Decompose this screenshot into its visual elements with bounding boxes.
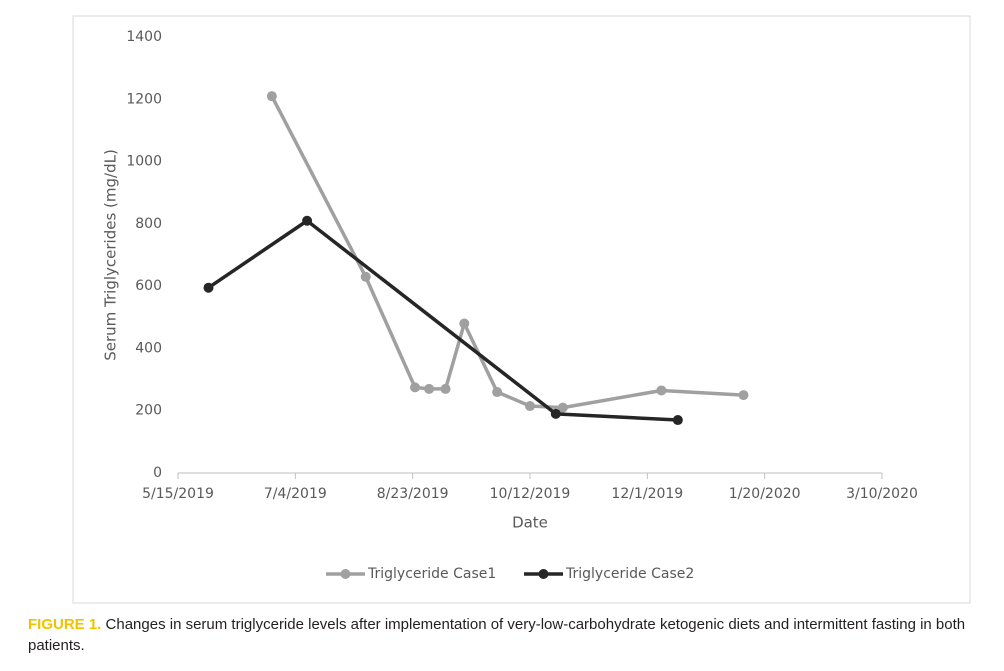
data-point: [656, 385, 667, 396]
data-point: [302, 215, 313, 226]
data-point: [459, 318, 470, 329]
data-point: [525, 401, 535, 412]
data-point: [550, 408, 561, 419]
legend-label: Triglyceride Case2: [565, 566, 694, 582]
data-point: [266, 91, 277, 102]
data-point: [557, 402, 568, 413]
data-point: [672, 415, 683, 426]
y-tick-label: 600: [135, 278, 162, 294]
series-line: [270, 95, 744, 410]
data-point: [410, 382, 421, 393]
y-axis-title: Serum Triglycerides (mg/dL): [102, 149, 120, 361]
y-tick-label: 400: [135, 340, 162, 356]
chart-border: [72, 15, 971, 604]
y-tick-label: 1200: [126, 91, 162, 107]
x-tick-label: 10/12/2019: [490, 486, 571, 502]
legend-marker: [538, 569, 549, 579]
caption: FIGURE 1. Changes in serum triglyceride …: [28, 614, 993, 656]
data-point: [424, 383, 435, 394]
series-line: [207, 218, 678, 422]
data-point: [738, 390, 749, 401]
caption-label: FIGURE 1.: [28, 616, 102, 633]
legend-marker: [340, 569, 351, 579]
y-tick-label: 800: [135, 216, 162, 232]
chart: Date Serum Triglycerides (mg/dL) 0 200 400…: [72, 15, 971, 604]
data-point: [203, 282, 214, 293]
x-tick-label: 7/4/2019: [264, 486, 327, 502]
data-point: [492, 387, 503, 398]
y-tick-label: 200: [135, 403, 162, 419]
y-tick-label: 1400: [126, 29, 162, 45]
x-tick-label: 8/23/2019: [377, 486, 449, 502]
x-axis-title: Date: [512, 514, 548, 532]
legend-label: Triglyceride Case1: [367, 566, 496, 582]
y-tick-label: 1000: [126, 154, 162, 170]
x-tick-label: 3/10/2020: [846, 486, 918, 502]
x-tick-label: 12/1/2019: [611, 486, 683, 502]
data-point: [360, 271, 371, 282]
data-point: [440, 383, 451, 394]
x-tick-label: 1/20/2020: [729, 486, 801, 502]
x-tick-label: 5/15/2019: [142, 486, 214, 502]
y-tick-label: 0: [153, 465, 162, 481]
caption-text: Changes in serum triglyceride levels aft…: [28, 616, 966, 654]
